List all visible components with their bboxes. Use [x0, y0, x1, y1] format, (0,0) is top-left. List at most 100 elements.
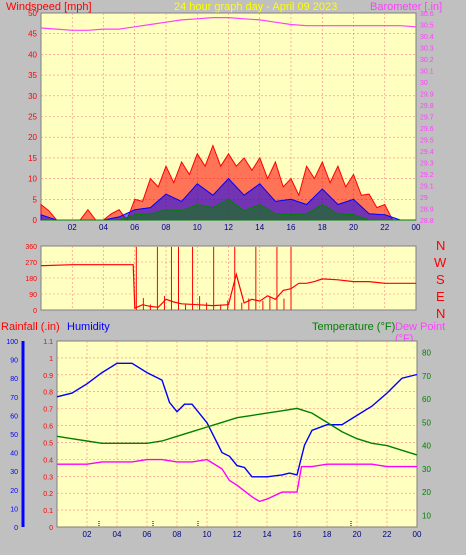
wind-chart-x-tick-label: 16 [287, 223, 296, 232]
rainfall-y-tick-label: 0 [49, 525, 53, 532]
humidity-y-tick-label: 60 [10, 413, 18, 420]
temp-chart-x-tick-label: 12 [233, 530, 242, 539]
barometer-y-tick-label: 29.9 [420, 92, 434, 99]
barometer-y-tick-label: 29.4 [420, 149, 434, 156]
direction-y-tick-label: 270 [25, 260, 37, 267]
temp-chart-x-tick-label: 20 [353, 530, 362, 539]
wind-chart-x-tick-label: 04 [99, 223, 108, 232]
barometer-y-tick-label: 30 [420, 80, 428, 87]
direction-y-tick-label: 90 [29, 292, 37, 299]
rainfall-y-tick-label: 0.9 [43, 373, 53, 380]
rainfall-y-tick-label: 0.1 [43, 508, 53, 515]
barometer-y-tick-label: 30.3 [420, 46, 434, 53]
humidity-y-tick-label: 100 [6, 339, 18, 346]
temp-chart-x-tick-label: 16 [293, 530, 302, 539]
barometer-series-line [40, 17, 417, 31]
wind-min-series [41, 198, 416, 221]
barometer-y-tick-label: 29.2 [420, 172, 434, 179]
humidity-axis-label: Humidity [67, 321, 110, 333]
temperature-y-tick-label: 40 [422, 442, 431, 451]
wind-chart-x-tick-label: 00 [412, 223, 421, 232]
windspeed-axis-label: Windspeed [mph] [6, 1, 92, 13]
temp-chart-x-tick-label: 04 [113, 530, 122, 539]
rainfall-y-tick-label: 0.7 [43, 407, 53, 414]
barometer-y-tick-label: 29.7 [420, 115, 434, 122]
temperature-y-tick-label: 10 [422, 511, 431, 520]
wind-chart-x-tick-label: 14 [255, 223, 264, 232]
rainfall-y-tick-label: 1.1 [43, 339, 53, 346]
wind-y-tick-label: 25 [28, 113, 37, 122]
rainfall-y-tick-label: 0.5 [43, 440, 53, 447]
humidity-y-tick-label: 50 [10, 432, 18, 439]
barometer-y-tick-label: 29.3 [420, 161, 434, 168]
compass-label-n-top: N [436, 238, 446, 253]
rainfall-y-tick-label: 0.3 [43, 474, 53, 481]
temp-chart-x-tick-label: 06 [143, 530, 152, 539]
temperature-y-tick-label: 80 [422, 349, 431, 358]
wind-chart-x-tick-label: 18 [318, 223, 327, 232]
temp-chart-x-tick-label: 08 [173, 530, 182, 539]
humidity-y-tick-label: 70 [10, 395, 18, 402]
humidity-y-tick-label: 90 [10, 358, 18, 365]
humidity-series-line [56, 362, 418, 478]
barometer-y-tick-label: 30.2 [420, 57, 434, 64]
wind-chart-x-tick-label: 20 [349, 223, 358, 232]
direction-y-tick-label: 360 [25, 244, 37, 251]
compass-label-s: S [436, 272, 445, 287]
wind-chart-x-tick-label: 22 [380, 223, 389, 232]
rainfall-y-tick-label: 0.8 [43, 390, 53, 397]
humidity-y-tick-label: 0 [14, 525, 18, 532]
wind-direction-series-line [41, 264, 416, 310]
barometer-y-tick-label: 30.6 [420, 11, 434, 18]
barometer-y-tick-label: 29.8 [420, 103, 434, 110]
wind-y-tick-label: 35 [28, 71, 37, 80]
compass-label-w: W [434, 255, 447, 270]
barometer-y-tick-label: 29.6 [420, 126, 434, 133]
barometer-y-tick-label: 28.9 [420, 207, 434, 214]
temperature-y-tick-label: 60 [422, 395, 431, 404]
wind-y-tick-label: 30 [28, 92, 37, 101]
rainfall-y-tick-label: 0.2 [43, 491, 53, 498]
barometer-y-tick-label: 29.1 [420, 184, 434, 191]
wind-y-tick-label: 5 [33, 195, 38, 204]
wind-y-tick-label: 0 [33, 216, 38, 225]
temperature-y-tick-label: 20 [422, 488, 431, 497]
barometer-y-tick-label: 30.1 [420, 69, 434, 76]
dewpoint-series-line [57, 458, 417, 503]
wind-chart-x-tick-label: 10 [193, 223, 202, 232]
temp-chart-x-tick-label: 14 [263, 530, 272, 539]
wind-y-tick-label: 10 [28, 175, 37, 184]
temperature-axis-label: Temperature (°F) [312, 321, 396, 333]
wind-chart-x-tick-label: 08 [162, 223, 171, 232]
wind-y-tick-label: 50 [28, 9, 37, 18]
temp-chart-x-tick-label: 02 [83, 530, 92, 539]
temperature-y-tick-label: 70 [422, 372, 431, 381]
barometer-y-tick-label: 30.5 [420, 23, 434, 30]
wind-chart-x-tick-label: 12 [224, 223, 233, 232]
graph-title: 24 hour graph day - April 09 2023 [174, 1, 338, 13]
humidity-y-tick-label: 80 [10, 376, 18, 383]
wind-chart-x-tick-label: 06 [130, 223, 139, 232]
wind-y-tick-label: 15 [28, 154, 37, 163]
barometer-axis-label: Barometer [.in] [370, 1, 443, 13]
rainfall-y-tick-label: 1 [49, 356, 53, 363]
barometer-y-tick-label: 29 [420, 195, 428, 202]
barometer-y-tick-label: 29.5 [420, 138, 434, 145]
wind-direction-chart: 0 90 180 270 360 [25, 244, 417, 315]
wind-y-tick-label: 45 [28, 30, 37, 39]
humidity-y-tick-label: 40 [10, 451, 18, 458]
windspeed-barometer-chart: 02 04 06 08 10 12 14 16 18 20 22 000510152025303540… [28, 9, 434, 232]
direction-y-tick-label: 0 [33, 308, 37, 315]
temperature-series-line [56, 407, 418, 456]
rainfall-axis-label: Rainfall (.in) [1, 321, 60, 333]
barometer-y-tick-label: 30.4 [420, 34, 434, 41]
humidity-y-tick-label: 20 [10, 488, 18, 495]
compass-label-n-bottom: N [436, 306, 446, 321]
direction-y-tick-label: 180 [25, 276, 37, 283]
barometer-y-tick-label: 28.8 [420, 218, 434, 225]
temp-chart-x-tick-label: 10 [203, 530, 212, 539]
wind-chart-x-tick-label: 02 [68, 223, 77, 232]
humidity-y-tick-label: 10 [10, 506, 18, 513]
temperature-y-tick-label: 30 [422, 465, 431, 474]
